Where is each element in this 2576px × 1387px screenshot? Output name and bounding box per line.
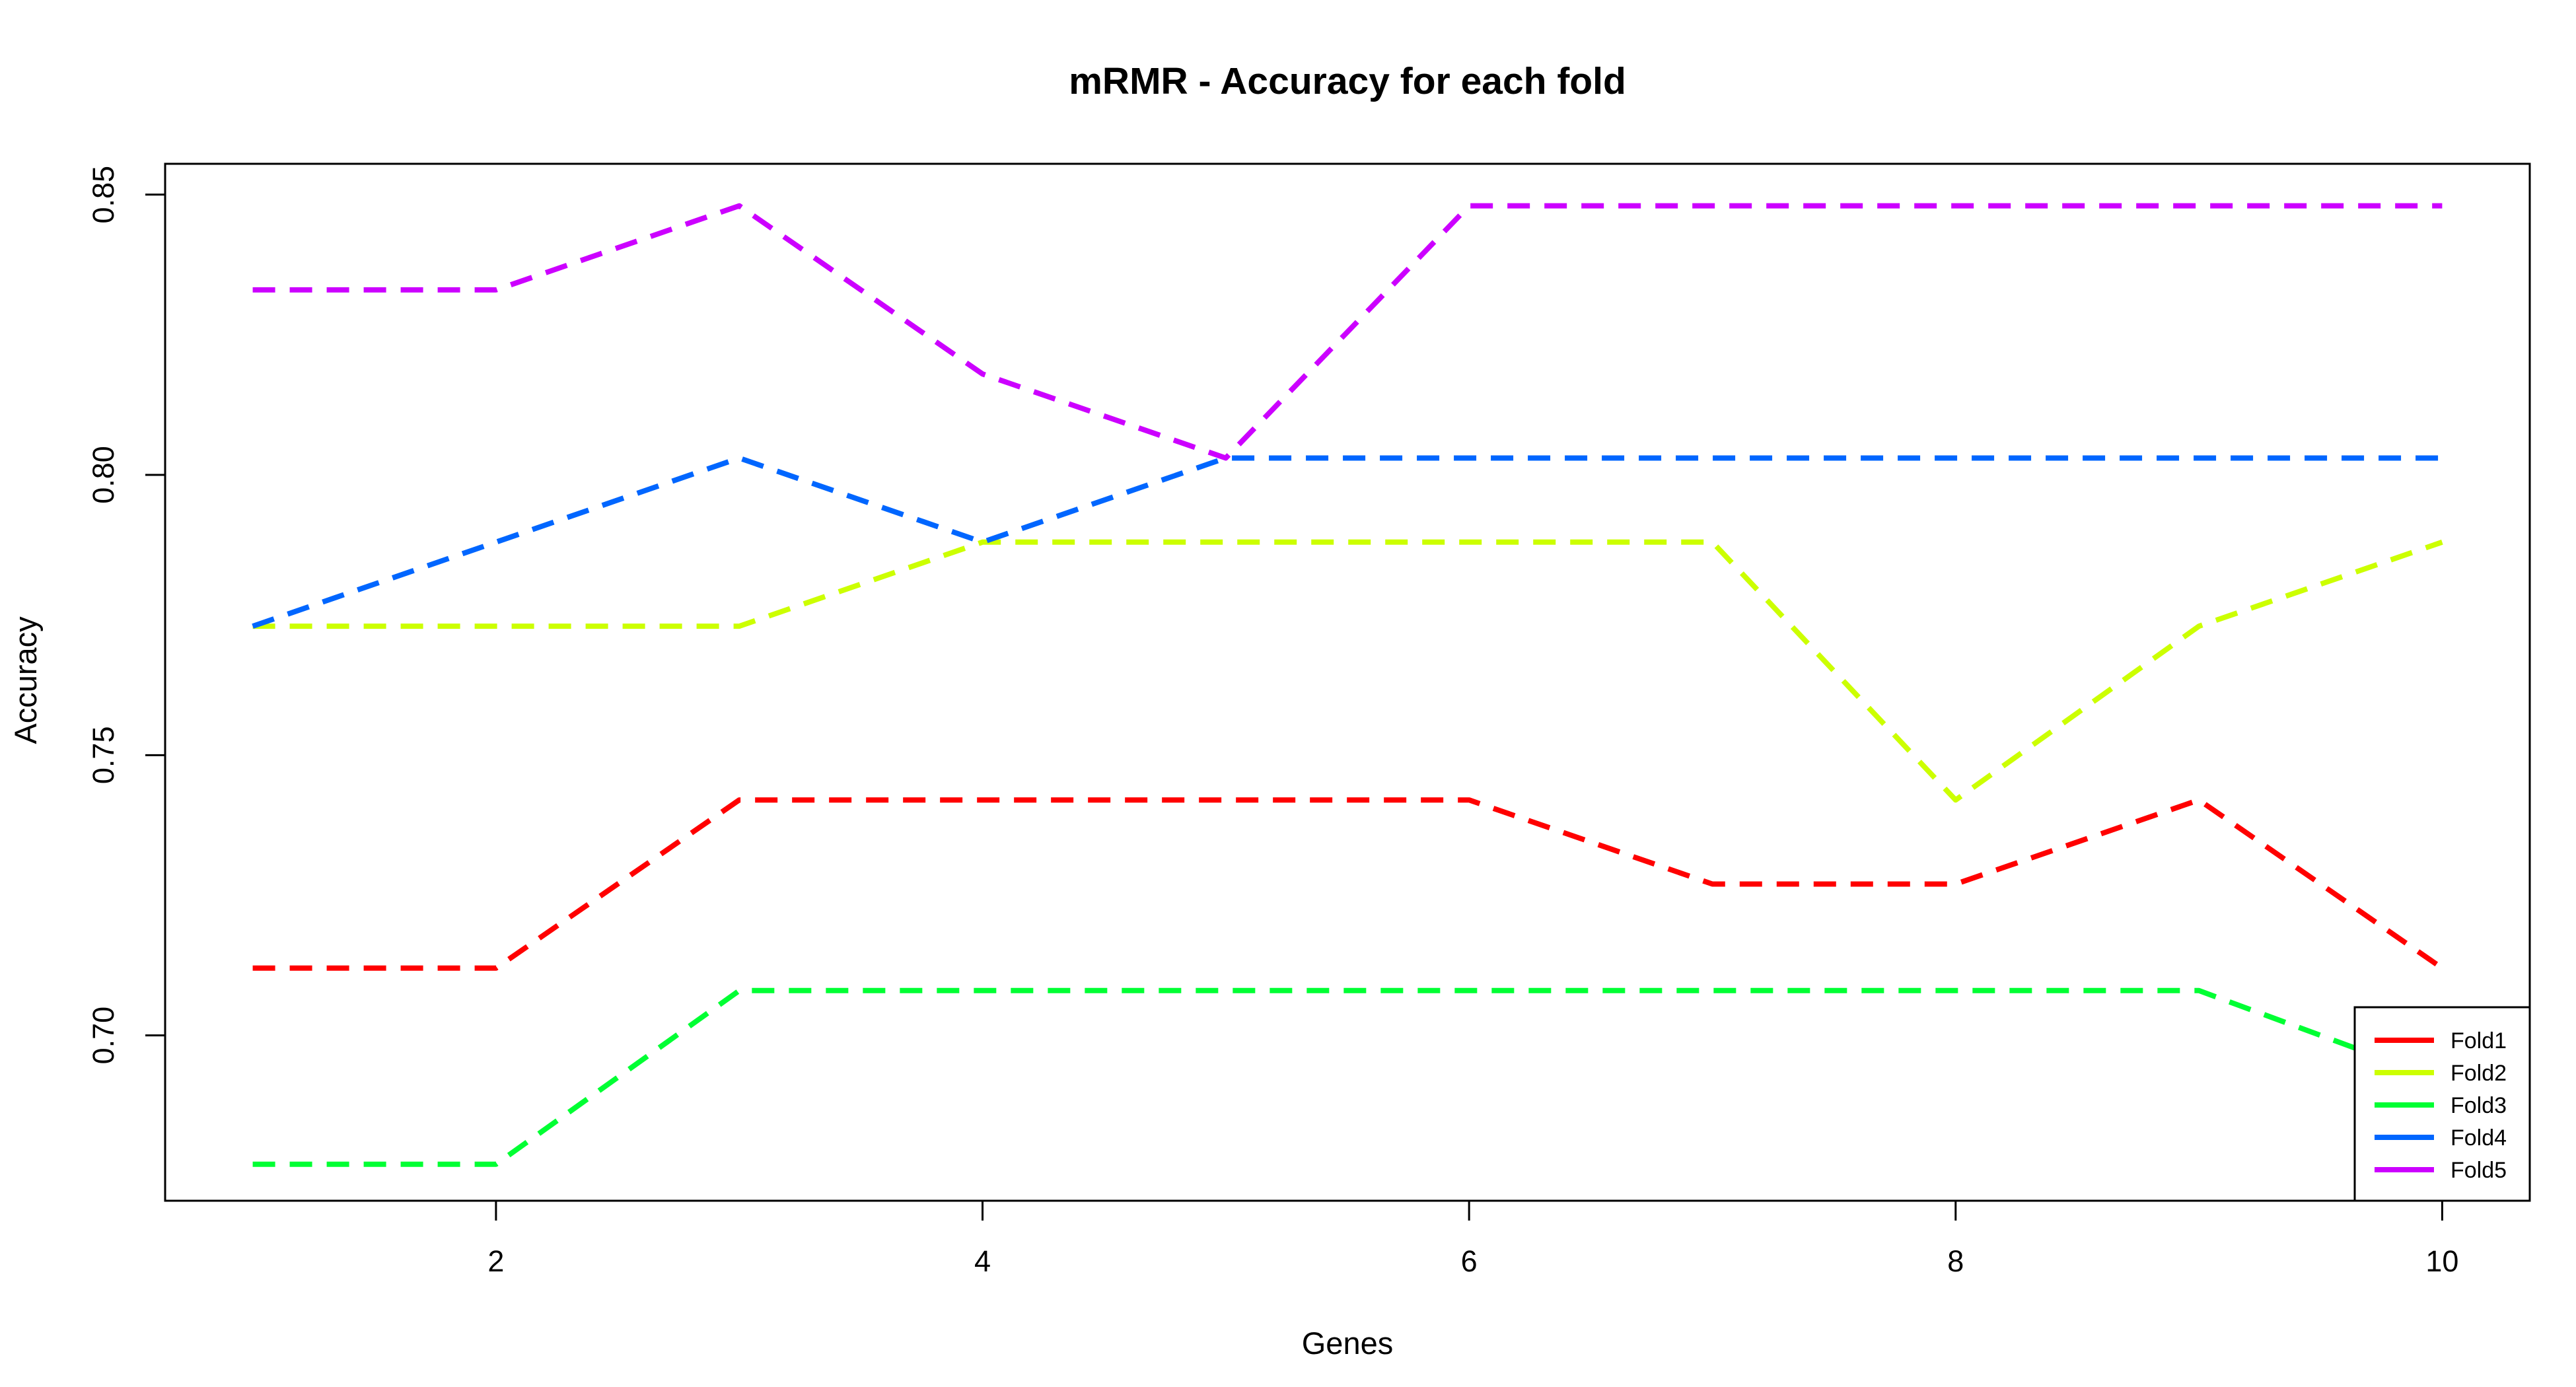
x-tick-label: 8 [1947, 1244, 1964, 1278]
series-line-4 [252, 455, 2443, 629]
y-tick-label: 0.75 [87, 727, 120, 785]
legend: Fold1 Fold2 Fold3 Fold4 Fold5 [2353, 1006, 2531, 1202]
y-tick-label: 0.80 [87, 446, 120, 504]
y-tick-label: 0.70 [87, 1007, 120, 1065]
series-line-5 [252, 203, 2443, 461]
series-line-2 [252, 539, 2443, 803]
series-lines [252, 203, 2444, 1167]
chart-title: mRMR - Accuracy for each fold [1069, 60, 1626, 102]
legend-label: Fold5 [2451, 1158, 2507, 1183]
x-tick-label: 2 [487, 1244, 504, 1278]
x-tick-label: 4 [974, 1244, 991, 1278]
x-axis-label: Genes [1302, 1326, 1393, 1361]
legend-label: Fold2 [2451, 1061, 2507, 1086]
y-tick-label: 0.85 [87, 166, 120, 224]
x-tick-label: 6 [1461, 1244, 1478, 1278]
x-axis: 2 4 6 8 10 [487, 1199, 2458, 1278]
y-axis-label: Accuracy [8, 616, 43, 744]
plot-frame [164, 162, 2531, 1202]
series-line-3 [252, 987, 2443, 1167]
x-tick-label: 10 [2425, 1244, 2458, 1278]
legend-label: Fold1 [2451, 1028, 2507, 1053]
series-line-1 [252, 797, 2444, 971]
legend-label: Fold4 [2451, 1125, 2507, 1151]
y-axis: 0.70 0.75 0.80 0.85 [87, 166, 166, 1065]
legend-label: Fold3 [2451, 1093, 2507, 1118]
